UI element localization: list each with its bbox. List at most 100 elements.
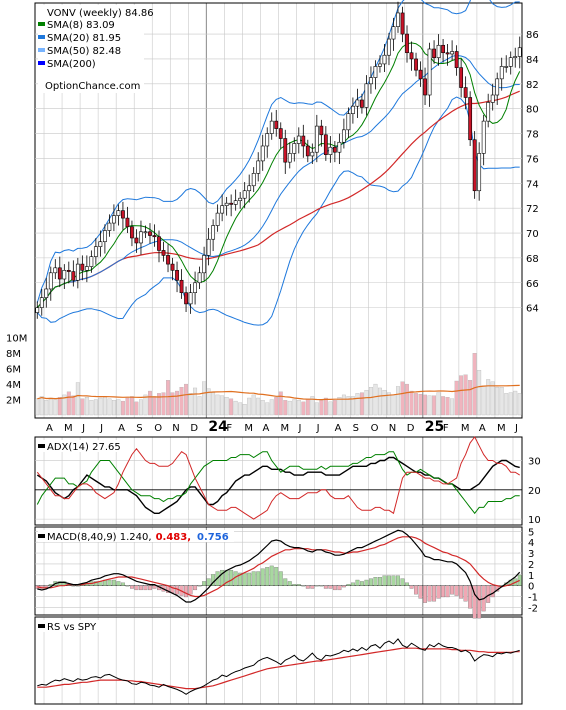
candle-body xyxy=(328,146,333,155)
macd-histogram-bar xyxy=(441,585,446,598)
candle-body xyxy=(314,125,319,153)
candle-body xyxy=(215,212,220,226)
macd-histogram-bar xyxy=(319,585,324,587)
candle-body xyxy=(130,226,134,239)
candle-body xyxy=(184,292,188,305)
macd-tick-label: 5 xyxy=(528,527,534,538)
price-panel: 64 66 68 70 72 74 76 78 80 82 84 86 xyxy=(35,0,539,326)
price-tick-label: 68 xyxy=(526,254,539,265)
month-label: M xyxy=(497,423,506,434)
macd-histogram-bar xyxy=(472,585,477,619)
macd-histogram-bar xyxy=(423,585,428,603)
candle-body xyxy=(396,12,400,27)
volume-bar xyxy=(287,400,292,416)
month-label: F xyxy=(226,423,232,434)
macd-histogram-bar xyxy=(292,584,297,586)
volume-bar xyxy=(251,394,256,416)
volume-panel: 10M 8M 6M 4M 2M xyxy=(6,334,522,416)
volume-bar xyxy=(166,380,170,416)
candle-body xyxy=(188,292,193,305)
candle-body xyxy=(170,263,175,271)
rs-panel xyxy=(37,638,520,695)
volume-bar xyxy=(387,392,391,416)
volume-bar xyxy=(102,396,107,416)
candle-body xyxy=(98,241,103,247)
candle-body xyxy=(477,153,482,192)
volume-bar xyxy=(256,397,261,416)
candle-body xyxy=(310,151,315,157)
volume-bar xyxy=(400,381,405,416)
volume-bar xyxy=(350,396,355,416)
candle-body xyxy=(89,256,94,267)
volume-bar xyxy=(508,392,513,416)
macd-histogram-bar xyxy=(436,585,441,599)
macd-histogram-bar xyxy=(463,585,468,602)
volume-bar xyxy=(283,400,288,416)
candle-body xyxy=(238,197,243,201)
macd-histogram-bar xyxy=(134,585,139,591)
month-label: N xyxy=(172,423,179,434)
macd-histogram-bar xyxy=(391,575,396,586)
volume-bar xyxy=(129,396,134,416)
panel-frame xyxy=(34,616,523,705)
macd-tick-label: 2 xyxy=(528,560,534,571)
candle-body xyxy=(323,134,328,155)
macd-histogram-bar xyxy=(445,585,450,598)
candle-body xyxy=(71,271,76,281)
candle-body xyxy=(44,288,49,298)
macd-histogram-bar xyxy=(486,585,491,603)
volume-bar xyxy=(454,380,459,416)
macd-line xyxy=(37,529,521,603)
candle-body xyxy=(93,246,98,257)
macd-histogram-bar xyxy=(269,565,274,586)
candle-body xyxy=(206,238,211,256)
rs-title: RS vs SPY xyxy=(47,622,97,633)
macd-tick-label: -1 xyxy=(528,593,538,604)
candle-body xyxy=(454,51,459,68)
volume-bar xyxy=(468,380,473,416)
candle-body xyxy=(400,12,405,35)
month-label: M xyxy=(461,423,470,434)
macd-histogram-bar xyxy=(44,585,49,588)
candle-body xyxy=(427,48,432,96)
candle-body xyxy=(423,78,427,96)
candle-body xyxy=(351,105,355,114)
volume-bar xyxy=(486,379,491,416)
volume-bar xyxy=(125,397,130,416)
candle-body xyxy=(143,231,148,234)
panel-frame xyxy=(34,2,523,419)
macd-histogram-bar xyxy=(278,571,283,586)
candle-body xyxy=(260,145,265,162)
macd-histogram-bar xyxy=(323,585,328,589)
volume-bar xyxy=(499,387,504,416)
month-label: S xyxy=(353,423,359,434)
candle-body xyxy=(508,57,513,67)
legend-swatch-sma8 xyxy=(38,22,45,26)
month-label: J xyxy=(514,423,518,434)
volume-tick-label: 8M xyxy=(6,349,21,360)
volume-bar xyxy=(84,397,89,416)
candle-body xyxy=(301,135,306,147)
macd-histogram-bar xyxy=(337,585,342,591)
volume-bar xyxy=(260,400,265,416)
volume-bar xyxy=(346,396,351,416)
macd-histogram-bar xyxy=(382,575,387,586)
volume-bar xyxy=(441,396,446,416)
volume-bar xyxy=(152,396,157,416)
candle-body xyxy=(134,237,139,244)
volume-tick-label: 2M xyxy=(6,396,21,407)
volume-bar xyxy=(296,400,301,416)
volume-bar xyxy=(359,392,364,416)
candle-body xyxy=(265,133,270,147)
adx-title: ADX(14) 27.65 xyxy=(47,442,121,453)
volume-bar xyxy=(116,399,121,416)
volume-bar xyxy=(436,392,441,416)
volume-bar xyxy=(391,394,396,416)
candle-body xyxy=(513,56,518,59)
volume-bar xyxy=(414,393,418,416)
candle-body xyxy=(414,58,418,71)
macd-histogram-bar xyxy=(364,579,369,586)
adx-minus-line xyxy=(36,436,520,520)
volume-bar xyxy=(463,374,468,416)
candle-body xyxy=(53,267,58,274)
